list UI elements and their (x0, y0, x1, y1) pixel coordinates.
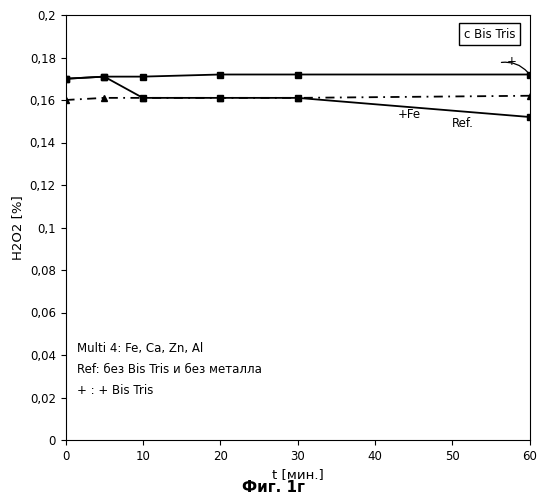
Text: +: + (507, 55, 517, 68)
Text: Фиг. 1г: Фиг. 1г (241, 480, 305, 495)
Text: Ref: без Bis Tris и без металла: Ref: без Bis Tris и без металла (77, 363, 262, 376)
Text: Ref.: Ref. (452, 117, 474, 130)
Text: c Bis Tris: c Bis Tris (464, 28, 515, 41)
Text: Multi 4: Fe, Ca, Zn, Al: Multi 4: Fe, Ca, Zn, Al (77, 342, 203, 355)
Text: +Fe: +Fe (398, 108, 422, 122)
X-axis label: t [мин.]: t [мин.] (272, 468, 323, 481)
Text: + : + Bis Tris: + : + Bis Tris (77, 384, 153, 398)
Y-axis label: H2O2 [%]: H2O2 [%] (11, 195, 24, 260)
